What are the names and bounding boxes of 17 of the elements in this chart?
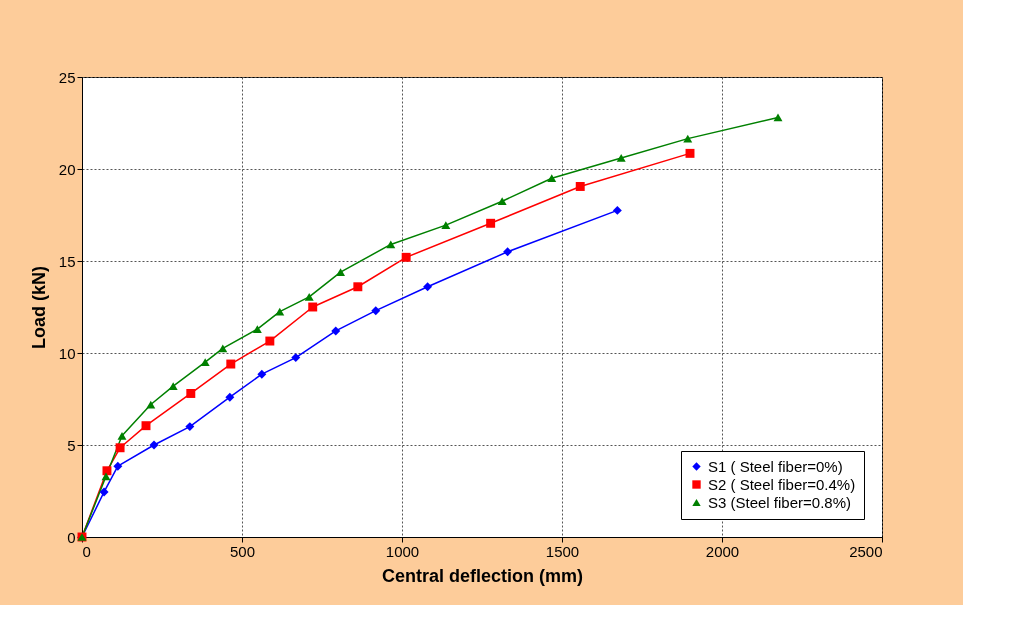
y-tick-label: 10 — [58, 344, 76, 362]
y-tick-label: 25 — [58, 68, 76, 86]
legend-label: S3 (Steel fiber=0.8%) — [708, 493, 851, 511]
x-tick-label: 1000 — [385, 542, 420, 560]
x-tick-label: 2000 — [705, 542, 740, 560]
y-tick-label: 20 — [58, 160, 76, 178]
x-tick-label: 2500 — [849, 542, 883, 560]
legend-label: S2 ( Steel fiber=0.4%) — [708, 475, 856, 493]
y-tick-label: 5 — [67, 436, 76, 454]
x-tick-label: 0 — [82, 542, 91, 560]
legend-label: S1 ( Steel fiber=0%) — [708, 457, 843, 475]
y-axis-title: Load (kN) — [28, 266, 49, 349]
x-tick-label: 500 — [229, 542, 256, 560]
x-axis-title: Central deflection (mm) — [381, 565, 584, 586]
x-tick-label: 1500 — [545, 542, 580, 560]
y-tick-label: 0 — [67, 528, 76, 546]
y-tick-label: 15 — [58, 252, 76, 270]
